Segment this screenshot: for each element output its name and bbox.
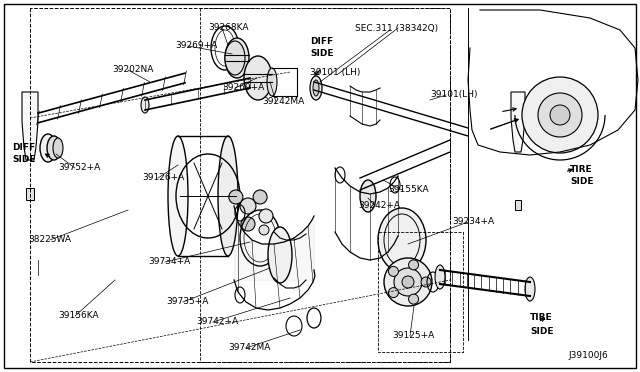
Text: 39234+A: 39234+A: [452, 218, 494, 227]
Text: 39268KA: 39268KA: [208, 23, 248, 32]
Ellipse shape: [53, 138, 63, 158]
Text: J39100J6: J39100J6: [568, 352, 608, 360]
Ellipse shape: [525, 277, 535, 301]
Text: 39742MA: 39742MA: [228, 343, 270, 353]
Text: TIRE: TIRE: [570, 166, 593, 174]
Circle shape: [408, 260, 419, 270]
Text: 39269+A: 39269+A: [222, 83, 264, 93]
Ellipse shape: [313, 80, 319, 96]
Bar: [26, 188, 34, 200]
Circle shape: [259, 225, 269, 235]
Ellipse shape: [225, 41, 245, 75]
Text: 39126+A: 39126+A: [142, 173, 184, 183]
Text: 38225WA: 38225WA: [28, 235, 71, 244]
Ellipse shape: [360, 180, 376, 212]
Ellipse shape: [218, 136, 238, 256]
Text: 39752+A: 39752+A: [58, 164, 100, 173]
Circle shape: [408, 294, 419, 304]
Text: 39202NA: 39202NA: [112, 65, 154, 74]
Circle shape: [241, 217, 255, 231]
Ellipse shape: [244, 56, 272, 100]
Ellipse shape: [225, 38, 249, 78]
Text: DIFF: DIFF: [12, 144, 35, 153]
Circle shape: [388, 266, 399, 276]
Text: SIDE: SIDE: [530, 327, 554, 337]
Circle shape: [388, 288, 399, 298]
Circle shape: [402, 276, 414, 288]
Text: 39125+A: 39125+A: [392, 331, 435, 340]
Text: SIDE: SIDE: [570, 177, 593, 186]
Circle shape: [522, 77, 598, 153]
Text: 39734+A: 39734+A: [148, 257, 190, 266]
Text: 39242+A: 39242+A: [358, 202, 400, 211]
Circle shape: [550, 105, 570, 125]
Circle shape: [394, 268, 422, 296]
Bar: [515, 200, 521, 210]
Ellipse shape: [47, 136, 61, 160]
Ellipse shape: [268, 227, 292, 283]
Text: 39156KA: 39156KA: [58, 311, 99, 321]
Ellipse shape: [310, 76, 322, 100]
Text: 39242MA: 39242MA: [262, 97, 304, 106]
Text: 39155KA: 39155KA: [388, 186, 429, 195]
Circle shape: [229, 190, 243, 204]
Circle shape: [421, 277, 431, 287]
Ellipse shape: [378, 208, 426, 272]
Text: TIRE: TIRE: [530, 314, 552, 323]
Text: 39269+A: 39269+A: [175, 42, 217, 51]
Circle shape: [538, 93, 582, 137]
Text: 39735+A: 39735+A: [166, 298, 209, 307]
Circle shape: [253, 190, 267, 204]
Ellipse shape: [40, 134, 56, 162]
Text: SEC.311 (38342Q): SEC.311 (38342Q): [355, 23, 438, 32]
Polygon shape: [22, 92, 38, 160]
Text: DIFF: DIFF: [310, 38, 333, 46]
Ellipse shape: [141, 97, 149, 113]
Ellipse shape: [267, 68, 277, 96]
Ellipse shape: [435, 265, 445, 289]
Circle shape: [240, 198, 256, 214]
Text: 39101 (LH): 39101 (LH): [310, 67, 360, 77]
Circle shape: [259, 209, 273, 223]
Text: SIDE: SIDE: [310, 49, 333, 58]
Polygon shape: [511, 92, 525, 152]
Ellipse shape: [246, 75, 254, 91]
Ellipse shape: [168, 136, 188, 256]
Text: 39101(LH): 39101(LH): [430, 90, 477, 99]
Text: SIDE: SIDE: [12, 155, 35, 164]
Text: 39742+A: 39742+A: [196, 317, 238, 327]
Circle shape: [384, 258, 432, 306]
